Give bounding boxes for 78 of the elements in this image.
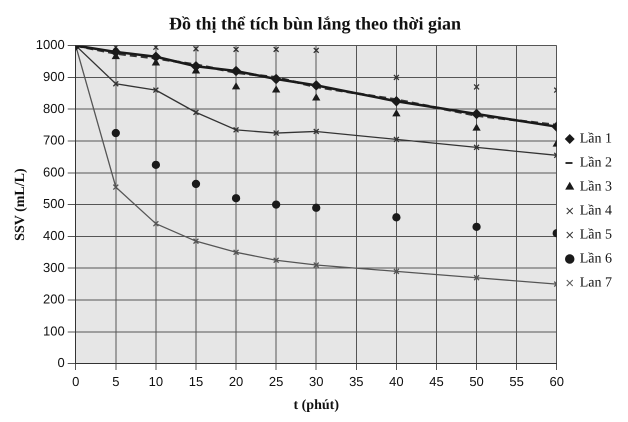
- point: [473, 274, 480, 281]
- x-tick-label: 25: [268, 374, 284, 389]
- point: [192, 109, 200, 116]
- x-tick-label: 10: [148, 374, 164, 389]
- point: [151, 52, 161, 62]
- point: [311, 80, 321, 90]
- point: [392, 110, 400, 116]
- point: [273, 257, 280, 264]
- legend-label: Lan 7: [580, 276, 612, 291]
- x-tick-label: 30: [308, 374, 324, 389]
- point: [152, 86, 160, 94]
- point: [393, 136, 400, 143]
- point: [192, 46, 200, 52]
- point: [112, 184, 119, 190]
- point: [472, 109, 482, 119]
- point: [473, 144, 480, 150]
- y-tick-label: 100: [43, 323, 65, 338]
- x-tick-label: 55: [509, 374, 524, 389]
- point: [313, 47, 320, 54]
- legend-label: Lần 5: [580, 228, 612, 243]
- point: [472, 124, 480, 131]
- y-tick-label: 200: [43, 292, 65, 307]
- point: [392, 96, 402, 106]
- point: [112, 80, 119, 87]
- point: [111, 47, 121, 57]
- point: [152, 46, 160, 50]
- point: [192, 180, 200, 188]
- legend-label: Lần 2: [580, 156, 612, 171]
- point: [152, 220, 160, 227]
- x-tick-label: 0: [72, 374, 80, 389]
- point: [272, 86, 280, 93]
- point: [393, 74, 400, 81]
- y-tick-label: 900: [43, 68, 65, 84]
- point: [232, 126, 240, 133]
- point: [232, 46, 240, 53]
- x-tick-label: 15: [188, 374, 204, 389]
- y-tick-label: 700: [43, 132, 65, 148]
- point: [273, 130, 280, 136]
- point: [191, 62, 201, 72]
- point: [271, 74, 281, 84]
- x-tick-label: 40: [389, 374, 404, 389]
- y-tick-label: 500: [43, 196, 65, 212]
- point: [473, 84, 480, 90]
- point: [393, 268, 400, 275]
- y-axis-title: SSV (mL/L): [13, 168, 28, 241]
- point: [232, 194, 240, 202]
- point: [232, 249, 240, 256]
- y-tick-label: 300: [43, 260, 65, 275]
- point: [472, 222, 481, 232]
- point: [232, 82, 240, 90]
- x-axis-title: t (phút): [293, 398, 340, 414]
- point: [152, 160, 160, 169]
- y-tick-label: 600: [43, 164, 65, 180]
- x-tick-label: 35: [349, 374, 364, 389]
- point: [312, 94, 320, 100]
- point: [112, 128, 120, 138]
- y-tick-label: 1000: [36, 37, 65, 52]
- point: [273, 46, 280, 53]
- y-tick-label: 800: [43, 100, 65, 116]
- point: [231, 66, 241, 76]
- point: [192, 238, 200, 244]
- point: [392, 213, 401, 222]
- point: [313, 128, 320, 135]
- legend-label: Lần 1: [580, 132, 612, 147]
- x-tick-label: 45: [429, 374, 444, 389]
- point: [312, 204, 320, 212]
- legend-label: Lần 6: [580, 252, 612, 267]
- x-tick-label: 20: [228, 374, 244, 389]
- y-tick-label: 400: [43, 228, 65, 243]
- chart-title: Đồ thị thể tích bùn lắng theo thời gian: [168, 13, 462, 34]
- legend-label: Lần 4: [580, 204, 612, 219]
- x-tick-label: 60: [550, 374, 564, 389]
- x-tick-label: 5: [112, 374, 120, 389]
- legend-label: Lần 3: [580, 180, 612, 195]
- point: [272, 200, 280, 209]
- point: [313, 262, 320, 268]
- y-tick-label: 0: [57, 355, 65, 370]
- x-tick-label: 50: [469, 374, 484, 389]
